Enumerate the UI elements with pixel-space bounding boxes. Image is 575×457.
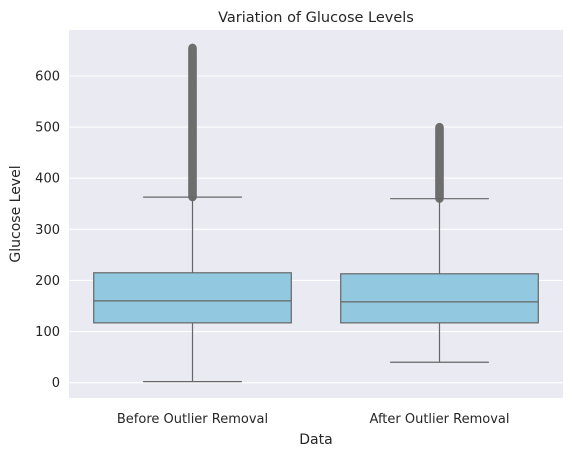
y-tick-label: 600 <box>35 70 60 85</box>
x-tick-label: Before Outlier Removal <box>117 412 268 427</box>
iqr-box <box>93 272 292 324</box>
y-tick-label: 100 <box>35 325 60 340</box>
outlier-point <box>435 122 444 132</box>
x-tick-labels: Before Outlier Removal After Outlier Remo… <box>117 412 510 427</box>
plot-background <box>69 30 563 398</box>
box-group <box>340 122 539 363</box>
y-tick-label: 200 <box>35 274 60 289</box>
y-tick-label: 500 <box>35 121 60 136</box>
y-tick-labels: 0 100 200 300 400 500 600 <box>35 70 60 392</box>
y-tick-label: 400 <box>35 172 60 187</box>
chart-title: Variation of Glucose Levels <box>218 10 414 26</box>
y-tick-label: 0 <box>52 376 60 391</box>
box-group <box>93 43 292 383</box>
boxes <box>93 43 539 383</box>
x-axis-label: Data <box>299 432 332 448</box>
y-axis-label: Glucose Level <box>8 165 24 262</box>
outlier-point <box>188 43 197 53</box>
iqr-box <box>340 273 539 324</box>
y-tick-label: 300 <box>35 223 60 238</box>
x-tick-label: After Outlier Removal <box>370 412 510 427</box>
